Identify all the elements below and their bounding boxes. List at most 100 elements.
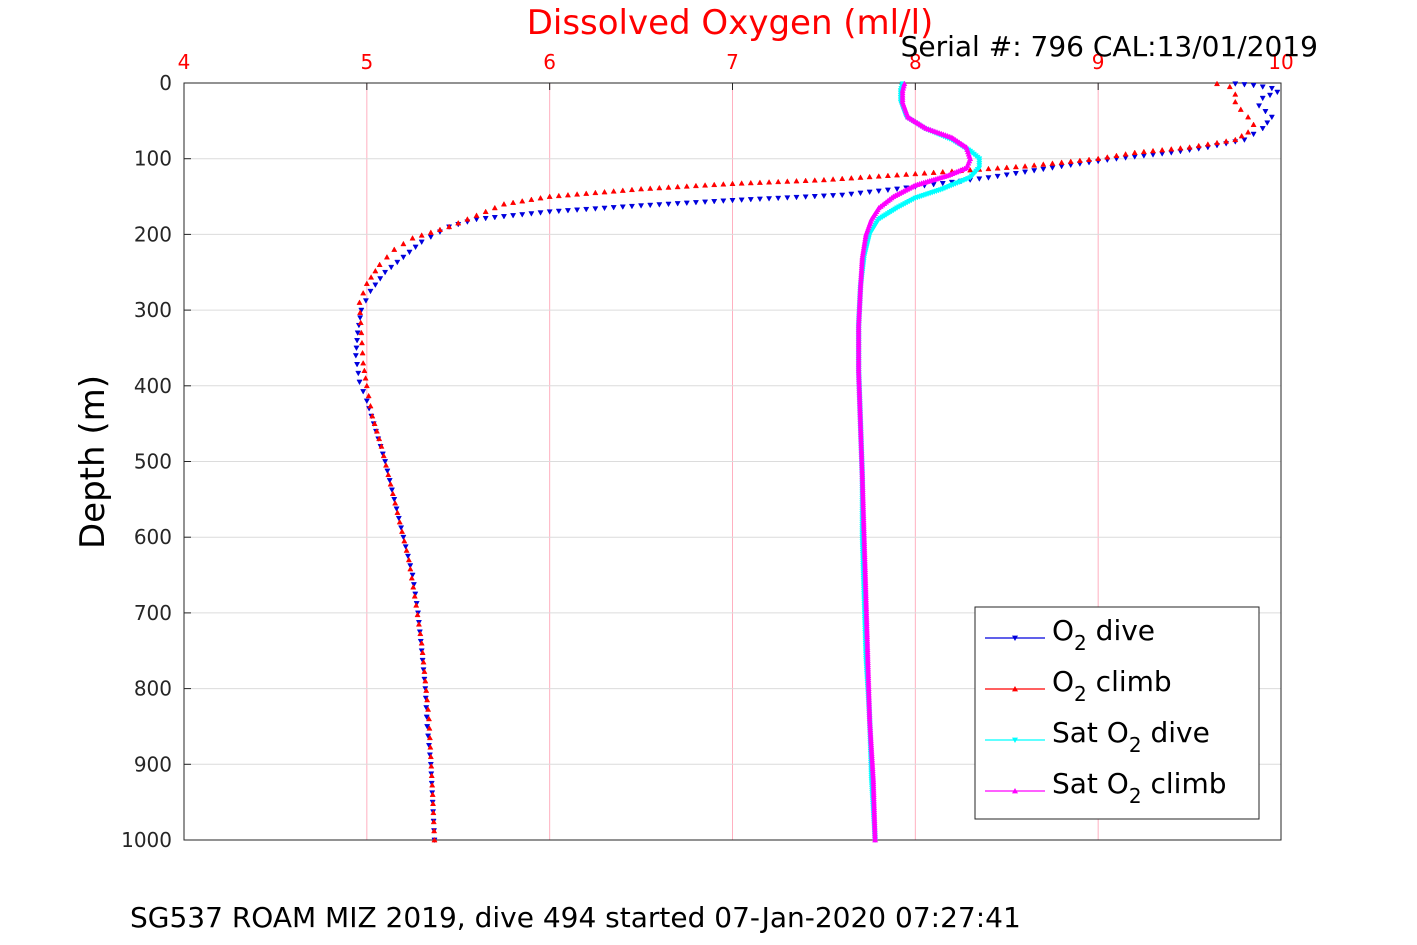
- data-point: [1274, 89, 1281, 96]
- legend: O2 dive O2 climb Sat O2 dive Sat O2 climb: [974, 606, 1260, 820]
- data-point: [422, 677, 429, 684]
- chart-subtitle: Serial #: 796 CAL:13/01/2019: [901, 30, 1318, 63]
- data-point: [656, 184, 663, 191]
- data-point: [1159, 146, 1166, 153]
- data-point: [391, 497, 398, 503]
- data-point: [353, 345, 360, 352]
- data-point: [656, 202, 663, 208]
- data-point: [857, 190, 864, 197]
- data-point: [357, 315, 364, 321]
- data-point: [1241, 82, 1248, 88]
- data-point: [756, 196, 763, 203]
- data-point: [638, 185, 645, 192]
- data-point: [1003, 172, 1010, 178]
- data-point: [482, 215, 489, 222]
- data-point: [388, 487, 395, 494]
- legend-swatch-marker: [1012, 686, 1018, 692]
- data-point: [1245, 129, 1252, 135]
- data-point: [431, 836, 438, 843]
- data-point: [407, 563, 414, 569]
- data-point: [362, 375, 369, 381]
- data-point: [1186, 144, 1193, 150]
- data-point: [747, 197, 754, 203]
- data-point: [1250, 82, 1257, 89]
- data-point: [393, 506, 400, 512]
- data-point: [358, 339, 365, 346]
- data-point: [425, 715, 433, 722]
- data-point: [564, 208, 571, 214]
- data-point: [665, 184, 672, 190]
- data-point: [1237, 106, 1244, 112]
- data-point: [367, 402, 374, 409]
- data-point: [912, 170, 919, 177]
- data-point: [409, 235, 416, 241]
- data-point: [1003, 164, 1010, 170]
- data-point: [811, 194, 818, 200]
- chart-caption: SG537 ROAM MIZ 2019, dive 494 started 07…: [130, 901, 1021, 934]
- data-point: [1177, 145, 1184, 151]
- data-point: [830, 176, 837, 182]
- data-point: [367, 288, 374, 295]
- data-point: [391, 246, 398, 252]
- data-point: [1031, 168, 1038, 174]
- data-point: [414, 611, 421, 618]
- data-point: [510, 199, 517, 205]
- data-point: [564, 191, 571, 198]
- data-point: [866, 189, 873, 196]
- data-point: [426, 725, 433, 731]
- data-point: [400, 254, 407, 261]
- data-point: [382, 459, 389, 465]
- data-point: [373, 428, 380, 434]
- data-point: [473, 212, 480, 218]
- data-point: [830, 193, 837, 199]
- data-point: [1232, 136, 1239, 143]
- data-point: [406, 249, 413, 256]
- data-point: [455, 219, 462, 226]
- data-point: [738, 197, 745, 204]
- data-point: [1067, 158, 1074, 164]
- y-tick-label: 700: [134, 601, 172, 625]
- x-tick-label: 7: [726, 50, 739, 74]
- data-point: [985, 165, 992, 172]
- data-point: [619, 187, 626, 193]
- data-point: [683, 183, 690, 189]
- data-point: [872, 836, 879, 843]
- series-sat_climb: [855, 80, 974, 843]
- data-point: [1223, 138, 1230, 144]
- data-point: [427, 229, 434, 235]
- data-point: [784, 195, 791, 201]
- data-point: [429, 791, 436, 797]
- data-point: [839, 175, 846, 182]
- data-point: [994, 173, 1001, 180]
- data-point: [1058, 159, 1065, 165]
- legend-swatch-marker: [1012, 737, 1018, 743]
- data-point: [702, 182, 709, 188]
- data-point: [357, 319, 364, 326]
- x-tick-label: 4: [178, 50, 191, 74]
- data-point: [394, 259, 401, 266]
- data-point: [356, 299, 363, 305]
- data-point: [1241, 137, 1248, 143]
- data-point: [756, 179, 763, 185]
- data-point: [482, 208, 489, 215]
- data-point: [894, 171, 901, 178]
- data-point: [423, 714, 430, 721]
- data-point: [411, 593, 418, 599]
- data-point: [665, 201, 672, 208]
- data-point: [994, 165, 1001, 171]
- data-point: [610, 205, 617, 211]
- data-point: [1268, 114, 1275, 121]
- data-point: [418, 232, 425, 238]
- data-point: [1122, 151, 1129, 157]
- data-point: [387, 481, 394, 487]
- data-point: [380, 452, 387, 459]
- data-point: [619, 204, 626, 210]
- data-point: [1259, 126, 1266, 132]
- legend-label: O2 climb: [1052, 665, 1172, 706]
- data-point: [376, 261, 383, 268]
- data-point: [388, 264, 395, 271]
- data-point: [1259, 95, 1266, 102]
- data-point: [425, 706, 432, 712]
- data-point: [802, 194, 809, 200]
